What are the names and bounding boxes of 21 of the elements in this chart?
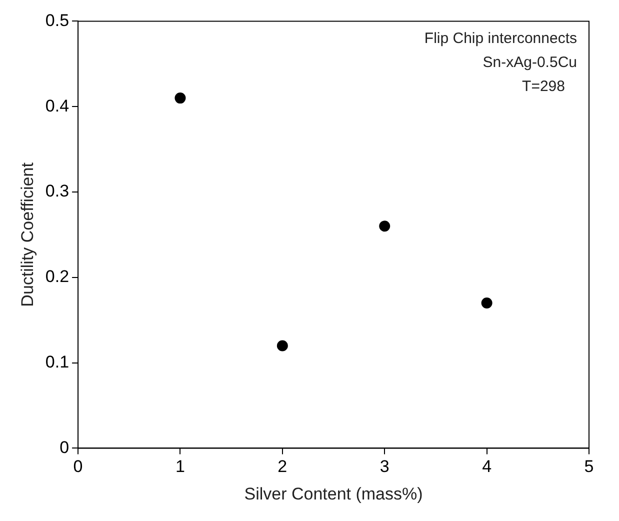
y-tick-label: 0.1	[45, 352, 70, 372]
x-tick-label: 5	[584, 457, 594, 476]
point	[174, 92, 186, 104]
y-tick-label: 0.5	[45, 10, 70, 30]
y-axis-title: Ductility Coefficient	[18, 162, 37, 307]
x-axis-title: Silver Content (mass%)	[244, 484, 423, 504]
point	[379, 220, 390, 232]
annotation: T=298	[522, 78, 565, 95]
y-tick-label: 0.3	[45, 182, 70, 201]
y-tick-label: 0.2	[45, 267, 70, 286]
point	[481, 298, 492, 309]
annotation: Flip Chip interconnects	[424, 30, 577, 47]
annotation: Sn-xAg-0.5Cu	[482, 54, 577, 71]
x-tick-label: 0	[73, 457, 83, 476]
x-tick-label: 4	[482, 457, 492, 476]
y-tick-label: 0	[60, 438, 70, 457]
y-tick-label: 0.4	[45, 96, 70, 116]
x-tick-label: 1	[175, 457, 185, 476]
x-tick-label: 2	[278, 457, 288, 476]
point	[276, 340, 288, 352]
x-tick-label: 3	[380, 457, 390, 476]
